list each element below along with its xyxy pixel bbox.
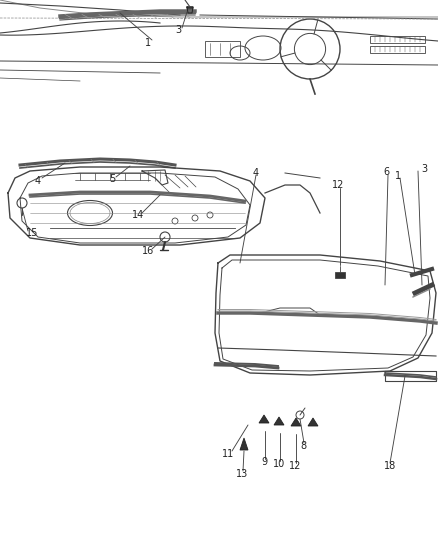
Text: 12: 12 [289, 461, 301, 471]
Polygon shape [335, 272, 345, 278]
Text: 5: 5 [109, 174, 115, 184]
Polygon shape [308, 418, 318, 426]
Text: 11: 11 [222, 449, 234, 459]
Text: 9: 9 [261, 457, 267, 467]
Text: 1: 1 [145, 38, 151, 48]
Text: 8: 8 [300, 441, 306, 451]
Text: 3: 3 [175, 25, 181, 35]
Text: 4: 4 [35, 176, 41, 186]
Text: 14: 14 [132, 210, 144, 220]
Polygon shape [291, 418, 301, 426]
Text: 15: 15 [26, 228, 38, 238]
Polygon shape [187, 7, 193, 13]
Text: 3: 3 [421, 164, 427, 174]
Text: 10: 10 [273, 459, 285, 469]
Text: 4: 4 [253, 168, 259, 178]
Text: 1: 1 [395, 171, 401, 181]
Text: 18: 18 [384, 461, 396, 471]
Text: 12: 12 [332, 180, 344, 190]
Polygon shape [259, 415, 269, 423]
Polygon shape [274, 417, 284, 425]
Text: 13: 13 [236, 469, 248, 479]
Text: 16: 16 [142, 246, 154, 256]
Text: 6: 6 [383, 167, 389, 177]
Polygon shape [240, 438, 248, 450]
